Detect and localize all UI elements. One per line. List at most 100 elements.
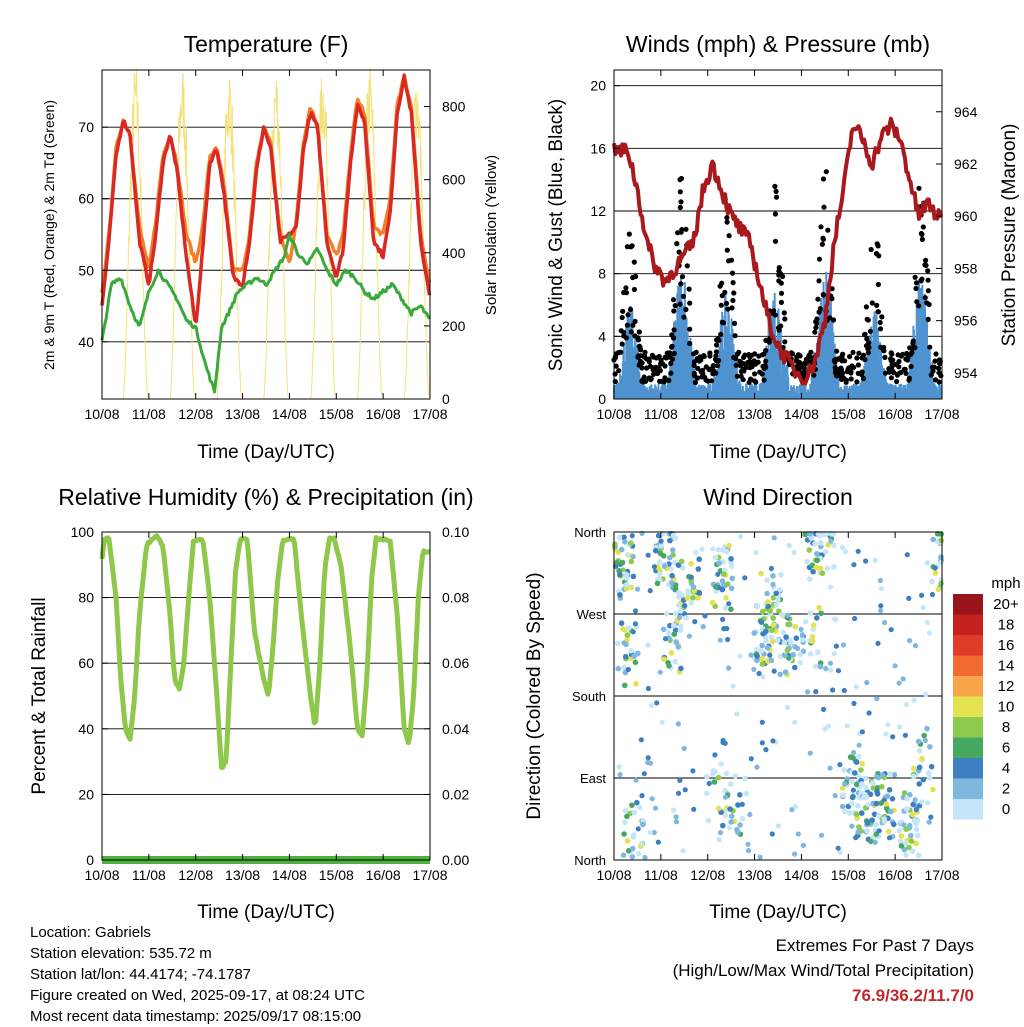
direction-point bbox=[920, 604, 926, 611]
direction-point bbox=[897, 838, 904, 845]
direction-point bbox=[822, 548, 829, 555]
direction-point bbox=[818, 832, 825, 838]
gust-point bbox=[877, 319, 883, 326]
direction-point bbox=[658, 538, 664, 544]
wind-direction-ytick-label: North bbox=[574, 853, 606, 868]
station-info: Location: Gabriels Station elevation: 53… bbox=[30, 922, 365, 1027]
gust-point bbox=[670, 297, 677, 303]
direction-point bbox=[852, 615, 858, 622]
gust-point bbox=[913, 280, 920, 286]
direction-point bbox=[789, 807, 795, 813]
direction-point bbox=[729, 575, 735, 582]
gust-point bbox=[812, 329, 818, 335]
precip-ytick-right-label: 0.08 bbox=[442, 590, 469, 606]
insolation-ytick-right-label: 600 bbox=[442, 172, 466, 188]
gust-point bbox=[859, 369, 865, 375]
direction-point bbox=[779, 612, 785, 618]
direction-point bbox=[725, 636, 731, 643]
wind-direction-xtick-label: 14/08 bbox=[784, 867, 819, 883]
direction-point bbox=[938, 554, 944, 560]
direction-point bbox=[616, 534, 623, 541]
direction-point bbox=[886, 835, 893, 841]
gust-point bbox=[776, 265, 782, 271]
extremes-values: 76.9/36.2/11.7/0 bbox=[852, 986, 974, 1005]
temperature-xlabel: Time (Day/UTC) bbox=[197, 442, 335, 463]
winds-plot-frame bbox=[613, 69, 943, 400]
direction-point bbox=[862, 792, 868, 798]
direction-point bbox=[759, 719, 765, 725]
direction-point bbox=[716, 837, 722, 843]
gust-point bbox=[691, 351, 697, 357]
direction-point bbox=[737, 792, 743, 798]
direction-point bbox=[777, 671, 783, 678]
gust-point bbox=[891, 369, 897, 376]
gust-point bbox=[668, 370, 674, 376]
direction-point bbox=[822, 726, 828, 732]
gust-point bbox=[886, 369, 892, 375]
direction-point bbox=[938, 580, 944, 587]
temperature-ytick-label: 40 bbox=[78, 334, 94, 350]
direction-point bbox=[619, 559, 626, 566]
direction-point bbox=[866, 710, 872, 716]
direction-point bbox=[912, 797, 918, 803]
insolation-ytick-right-label: 800 bbox=[442, 99, 466, 115]
gust-point bbox=[830, 317, 837, 323]
gust-point bbox=[815, 296, 821, 302]
direction-point bbox=[770, 573, 776, 579]
gust-point bbox=[738, 363, 744, 369]
direction-point bbox=[770, 622, 777, 628]
direction-point bbox=[874, 791, 881, 797]
direction-point bbox=[715, 571, 721, 577]
direction-point bbox=[915, 738, 922, 745]
gust-point bbox=[729, 305, 735, 311]
gust-point bbox=[679, 274, 686, 280]
gust-point bbox=[724, 219, 730, 225]
direction-point bbox=[677, 627, 684, 633]
direction-point bbox=[929, 591, 936, 598]
direction-point bbox=[675, 644, 682, 650]
direction-point bbox=[859, 810, 865, 816]
Td2m-line bbox=[100, 233, 431, 394]
gust-point bbox=[908, 363, 914, 370]
direction-point bbox=[814, 615, 820, 621]
gust-point bbox=[904, 350, 910, 357]
direction-point bbox=[853, 781, 860, 788]
direction-point bbox=[900, 676, 906, 682]
direction-point bbox=[661, 563, 668, 569]
direction-point bbox=[890, 734, 896, 740]
wind-direction-xtick-label: 12/08 bbox=[690, 867, 725, 883]
direction-point bbox=[773, 602, 780, 608]
gust-point bbox=[677, 204, 683, 211]
colorbar-swatch bbox=[953, 799, 983, 820]
gust-point bbox=[625, 312, 631, 318]
gust-point bbox=[922, 295, 928, 301]
direction-point bbox=[649, 796, 655, 802]
direction-point bbox=[856, 742, 862, 748]
direction-point bbox=[792, 804, 799, 810]
direction-point bbox=[768, 634, 775, 641]
direction-point bbox=[927, 744, 933, 750]
recent-text: Most recent data timestamp: 2025/09/17 0… bbox=[30, 1008, 362, 1025]
gust-point bbox=[730, 280, 736, 286]
gust-point bbox=[919, 236, 926, 242]
direction-point bbox=[759, 642, 765, 649]
gust-point bbox=[818, 224, 824, 230]
gust-point bbox=[879, 314, 885, 320]
direction-point bbox=[853, 684, 859, 690]
gust-point bbox=[878, 344, 884, 350]
temperature-xtick-label: 17/08 bbox=[412, 406, 447, 422]
direction-point bbox=[815, 649, 821, 655]
direction-point bbox=[883, 731, 889, 737]
direction-point bbox=[805, 689, 811, 695]
wind-direction-panel: Wind Direction 10/08 11/08 12/08 13/08 14/08… bbox=[524, 484, 1021, 923]
direction-point bbox=[751, 630, 757, 636]
gust-point bbox=[734, 373, 740, 379]
gust-point bbox=[718, 302, 724, 308]
direction-point bbox=[747, 811, 753, 818]
gust-point bbox=[638, 347, 644, 353]
winds-ylabel: Sonic Wind & Gust (Blue, Black) bbox=[546, 99, 567, 371]
direction-point bbox=[623, 585, 630, 592]
gust-point bbox=[731, 290, 737, 296]
gust-point bbox=[714, 337, 720, 343]
direction-point bbox=[879, 784, 885, 790]
